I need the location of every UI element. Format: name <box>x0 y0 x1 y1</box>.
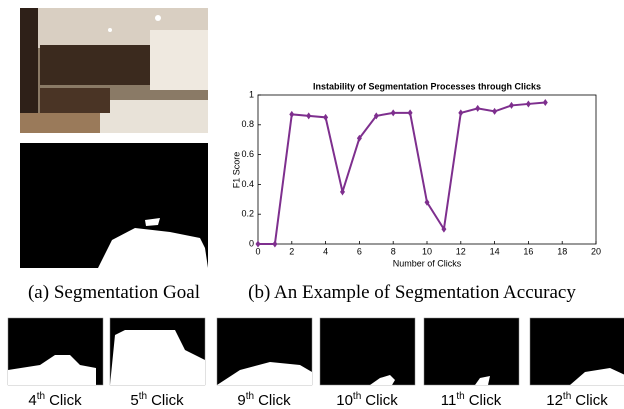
click-suffix: th <box>139 391 147 402</box>
click-suffix: th <box>456 391 464 402</box>
data-point <box>391 109 396 116</box>
x-tick-label: 0 <box>255 246 260 256</box>
click-label: 12th Click <box>546 391 608 409</box>
click-label: 10th Click <box>336 391 398 409</box>
data-point <box>543 99 548 106</box>
click-label: 9th Click <box>237 391 291 409</box>
click-suffix: th <box>563 391 571 402</box>
click-label: 11th Click <box>441 391 502 409</box>
caption: (b) An Example of Segmentation Accuracy <box>248 282 576 303</box>
x-tick-label: 10 <box>422 246 432 256</box>
y-tick-label: 0.2 <box>241 209 254 219</box>
x-tick-label: 14 <box>490 246 500 256</box>
y-tick-label: 1 <box>249 89 254 99</box>
click-word: Click <box>151 392 184 409</box>
click-word: Click <box>49 392 82 409</box>
x-tick-label: 12 <box>456 246 466 256</box>
y-tick-label: 0 <box>249 238 254 248</box>
click-word: Click <box>258 392 291 409</box>
data-point <box>475 105 480 112</box>
x-tick-label: 8 <box>391 246 396 256</box>
y-axis-label: F1 Score <box>231 152 241 189</box>
data-point <box>458 109 463 116</box>
click-number: 4 <box>28 392 36 409</box>
data-point <box>526 100 531 107</box>
click-label: 4th Click <box>28 391 82 409</box>
click-number: 10 <box>336 392 353 409</box>
x-tick-label: 6 <box>357 246 362 256</box>
plot: Instability of Segmentation Processes th… <box>231 81 601 268</box>
y-tick-label: 0.4 <box>241 179 254 189</box>
x-tick-label: 20 <box>591 246 601 256</box>
x-tick-label: 16 <box>523 246 533 256</box>
click-number: 5 <box>130 392 138 409</box>
caption: (a) Segmentation Goal <box>28 282 200 303</box>
click-suffix: th <box>353 391 361 402</box>
figure: Instability of Segmentation Processes th… <box>0 0 624 409</box>
x-axis-label: Number of Clicks <box>393 258 462 268</box>
data-line <box>258 102 545 244</box>
y-tick-label: 0.6 <box>241 149 254 159</box>
click-number: 9 <box>237 392 245 409</box>
click-word: Click <box>469 392 502 409</box>
data-point <box>408 109 413 116</box>
x-tick-label: 18 <box>557 246 567 256</box>
y-tick-label: 0.8 <box>241 119 254 129</box>
click-word: Click <box>575 392 608 409</box>
click-suffix: th <box>37 391 45 402</box>
data-point <box>492 108 497 115</box>
click-number: 11 <box>441 392 457 409</box>
data-point <box>272 241 277 248</box>
click-mask <box>424 318 519 385</box>
click-label: 5th Click <box>130 391 184 409</box>
click-suffix: th <box>246 391 254 402</box>
x-tick-label: 4 <box>323 246 328 256</box>
click-word: Click <box>365 392 398 409</box>
goal-mask <box>20 143 208 268</box>
chart-title: Instability of Segmentation Processes th… <box>313 81 541 91</box>
data-point <box>323 114 328 121</box>
kitchen-photo <box>20 8 208 133</box>
click-mask <box>320 318 415 385</box>
click-number: 12 <box>546 392 563 409</box>
x-tick-label: 2 <box>289 246 294 256</box>
data-point <box>509 102 514 109</box>
data-point <box>289 111 294 118</box>
data-point <box>306 112 311 119</box>
